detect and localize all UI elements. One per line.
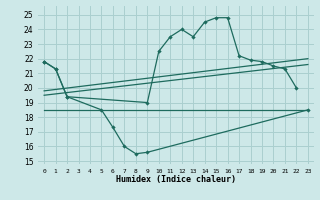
X-axis label: Humidex (Indice chaleur): Humidex (Indice chaleur) <box>116 175 236 184</box>
